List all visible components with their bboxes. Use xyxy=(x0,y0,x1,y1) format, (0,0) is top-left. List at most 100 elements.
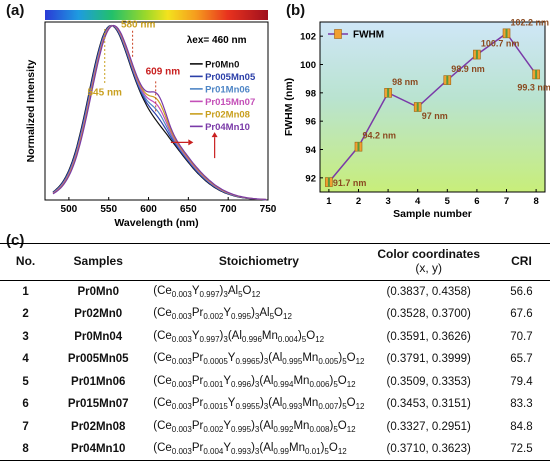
x-tick-label-a: 550 xyxy=(100,204,117,215)
cell-color-coordinates: (0.3710, 0.3623) xyxy=(386,443,471,455)
fwhm-point-stripe xyxy=(446,75,449,85)
x-tick-label-b: 6 xyxy=(474,196,479,207)
spectrum-series-line xyxy=(52,24,267,201)
cell-stoichiometry: (Ce0.003Y0.997)3Al5O12 xyxy=(153,285,261,299)
x-tick-label-b: 4 xyxy=(415,196,421,207)
cell-no: 1 xyxy=(22,286,29,298)
y-axis-label-b: FWHM (nm) xyxy=(283,78,295,136)
annotation-580: 580 nm xyxy=(121,19,156,30)
fwhm-line xyxy=(328,32,537,183)
cell-no: 8 xyxy=(22,443,29,455)
fwhm-point-stripe xyxy=(357,142,360,152)
cell-color-coordinates: (0.3528, 0.3700) xyxy=(386,308,471,321)
fwhm-data-label: 102.2 nm xyxy=(511,17,550,27)
legend-label-a: Pr01Mn06 xyxy=(205,84,250,95)
legend-label-b: FWHM xyxy=(353,30,384,41)
legend-label-a: Pr005Mn05 xyxy=(205,72,256,83)
table-row: 3 Pr0Mn04 (Ce0.003Y0.997)3(Al0.996Mn0.004)… xyxy=(0,326,550,349)
x-tick-label-b: 5 xyxy=(445,196,451,207)
cell-cri: 70.7 xyxy=(510,330,533,343)
cell-cri: 65.7 xyxy=(510,353,533,366)
table-row: 5 Pr01Mn06 (Ce0.003Pr0.001Y0.996)3(Al0.994… xyxy=(0,371,550,394)
cell-cri: 83.3 xyxy=(510,398,533,411)
fwhm-data-label: 91.7 nm xyxy=(333,178,367,188)
cell-stoichiometry: (Ce0.003Pr0.004Y0.993)3(Al0.99Mn0.01)5O1… xyxy=(153,442,347,456)
header-samples: Samples xyxy=(73,253,123,268)
cell-sample: Pr02Mn0 xyxy=(74,308,123,321)
y-tick-label-b: 98 xyxy=(305,88,316,99)
panel-label-a: (a) xyxy=(6,2,25,19)
header-cc-label: Color coordinates xyxy=(377,246,481,261)
table-row: 8 Pr04Mn10 (Ce0.003Pr0.004Y0.993)3(Al0.99M… xyxy=(0,438,550,461)
x-axis-label-b: Sample number xyxy=(393,208,472,220)
y-tick-label-b: 92 xyxy=(305,173,316,184)
cell-sample: Pr015Mn07 xyxy=(67,398,129,411)
x-tick-label-b: 3 xyxy=(385,196,390,207)
fwhm-data-label: 97 nm xyxy=(422,111,448,121)
header-no: No. xyxy=(15,253,36,268)
cell-sample: Pr0Mn04 xyxy=(74,330,123,343)
cell-no: 2 xyxy=(22,308,29,321)
cell-stoichiometry: (Ce0.003Pr0.002Y0.995)3(Al0.992Mn0.008)5… xyxy=(153,419,356,434)
x-tick-label-b: 8 xyxy=(533,196,538,207)
cell-stoichiometry: (Ce0.003Y0.997)3(Al0.996Mn0.004)5O12 xyxy=(153,329,325,344)
cell-cri: 79.4 xyxy=(510,375,533,388)
legend-label-a: Pr015Mn07 xyxy=(205,97,255,108)
x-tick-label-a: 600 xyxy=(140,204,157,215)
cell-sample: Pr01Mn06 xyxy=(71,375,126,388)
fwhm-data-label: 98.9 nm xyxy=(451,64,485,74)
x-axis-label-a: Wavelength (nm) xyxy=(114,217,198,229)
cell-sample: Pr04Mn10 xyxy=(71,443,126,455)
y-tick-label-b: 100 xyxy=(300,60,316,71)
fwhm-point-stripe xyxy=(327,177,330,187)
cell-no: 7 xyxy=(22,420,29,433)
cell-color-coordinates: (0.3837, 0.4358) xyxy=(386,286,471,298)
cell-stoichiometry: (Ce0.003Pr0.0015Y0.9955)3(Al0.993Mn0.007… xyxy=(153,397,365,412)
y-tick-label-b: 102 xyxy=(300,32,316,43)
x-tick-label-a: 750 xyxy=(260,204,277,215)
x-tick-label-b: 1 xyxy=(326,196,332,207)
x-tick-label-a: 500 xyxy=(61,204,78,215)
fwhm-point-stripe xyxy=(475,50,478,60)
fwhm-point-stripe xyxy=(535,69,538,79)
table-row: 4 Pr005Mn05 (Ce0.003Pr0.0005Y0.9965)3(Al0.… xyxy=(0,348,550,371)
fwhm-point-stripe xyxy=(387,88,390,98)
shift-arrow-head xyxy=(188,139,194,146)
cell-stoichiometry: (Ce0.003Pr0.002Y0.995)3Al5O12 xyxy=(153,307,292,322)
y-tick-label-b: 96 xyxy=(305,117,316,128)
cell-color-coordinates: (0.3327, 0.2951) xyxy=(386,420,471,433)
cell-color-coordinates: (0.3591, 0.3626) xyxy=(386,330,471,343)
table-row: 6 Pr015Mn07 (Ce0.003Pr0.0015Y0.9955)3(Al0.… xyxy=(0,393,550,416)
table-row: 2 Pr02Mn0 (Ce0.003Pr0.002Y0.995)3Al5O12 (0.… xyxy=(0,303,550,326)
cell-color-coordinates: (0.3509, 0.3353) xyxy=(386,375,471,388)
y-axis-label-a: Normalized Intensity xyxy=(25,60,37,163)
header-cc-sub: (x, y) xyxy=(415,260,443,275)
x-tick-label-b: 7 xyxy=(504,196,509,207)
annotation-545: 545 nm xyxy=(87,87,122,98)
x-tick-label-a: 700 xyxy=(220,204,237,215)
cell-sample: Pr005Mn05 xyxy=(67,353,129,366)
cell-stoichiometry: (Ce0.003Pr0.001Y0.996)3(Al0.994Mn0.006)5… xyxy=(153,374,356,389)
results-table: No. Samples Stoichiometry Color coordina… xyxy=(0,243,550,461)
emission-spectra-chart: 500 550 600 650 700 750 Wavelength (nm) Normali… xyxy=(25,10,550,229)
intensity-arrow-head xyxy=(211,132,218,138)
fwhm-data-label: 100.7 nm xyxy=(481,39,520,49)
cell-no: 5 xyxy=(22,375,29,388)
fwhm-data-label: 99.3 nm xyxy=(517,82,550,92)
fwhm-point-stripe xyxy=(416,102,419,112)
legend-label-a: Pr0Mn0 xyxy=(205,59,239,70)
x-tick-label-b: 2 xyxy=(356,196,361,207)
cell-no: 3 xyxy=(22,330,29,343)
header-stoichiometry: Stoichiometry xyxy=(218,253,299,268)
cell-sample: Pr02Mn08 xyxy=(71,420,126,433)
cell-cri: 72.5 xyxy=(510,443,533,455)
cell-cri: 84.8 xyxy=(510,420,533,433)
y-tick-label-b: 94 xyxy=(305,145,316,156)
cell-sample: Pr0Mn0 xyxy=(77,286,119,298)
plot-frame-a xyxy=(44,21,269,201)
cell-no: 4 xyxy=(22,353,29,366)
panel-label-c: (c) xyxy=(6,232,25,249)
table-row: 1 Pr0Mn0 (Ce0.003Y0.997)3Al5O12 (0.3837, 0.… xyxy=(0,281,550,304)
header-cri: CRI xyxy=(511,253,532,268)
fwhm-data-label: 98 nm xyxy=(392,77,418,87)
